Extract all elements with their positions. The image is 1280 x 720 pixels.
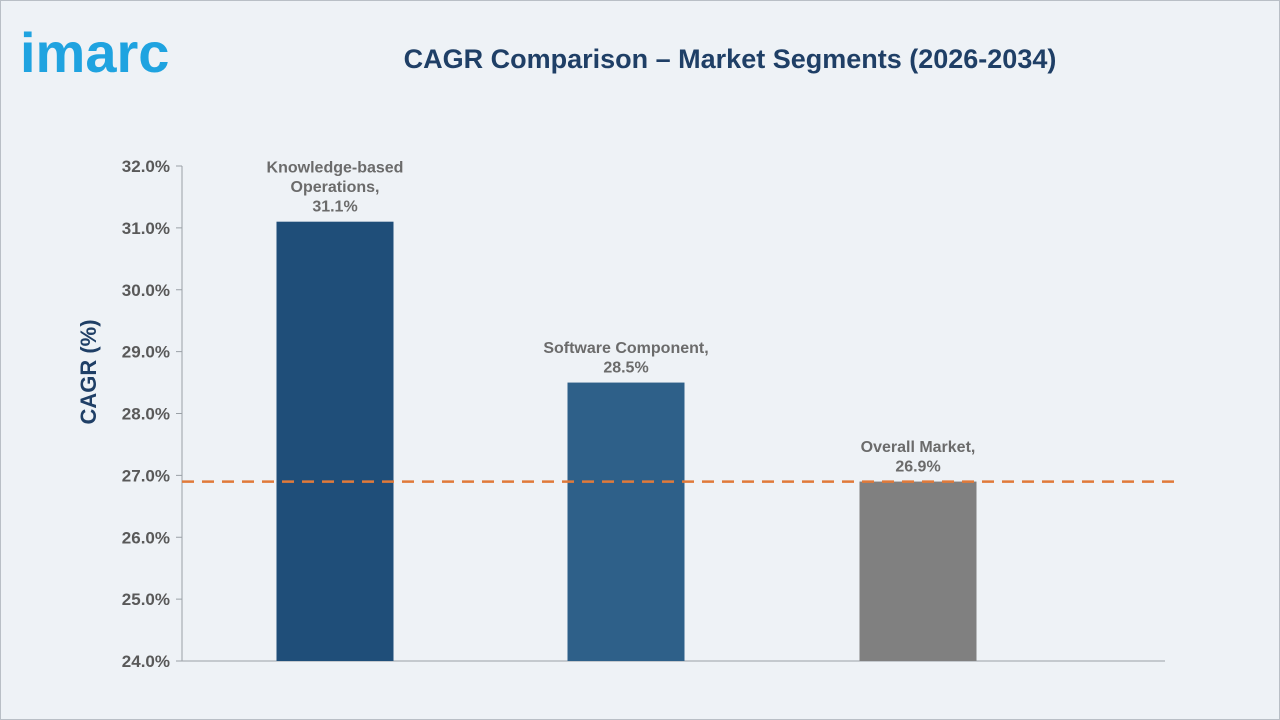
bar: [276, 221, 394, 661]
y-tick-label: 31.0%: [122, 219, 170, 238]
y-tick-label: 29.0%: [122, 343, 170, 362]
bar: [567, 382, 685, 661]
y-tick-label: 26.0%: [122, 528, 170, 547]
data-label-category: Overall Market,: [861, 439, 976, 456]
y-tick-label: 27.0%: [122, 466, 170, 485]
data-label-value: 28.5%: [603, 360, 648, 377]
data-label-category: Knowledge-based: [267, 160, 404, 177]
bar: [859, 481, 977, 661]
y-tick-label: 32.0%: [122, 157, 170, 176]
data-label-category: Software Component,: [543, 340, 708, 357]
imarc-logo: imarc: [20, 21, 169, 80]
y-tick-label: 30.0%: [122, 281, 170, 300]
data-label-value: 31.1%: [312, 199, 357, 216]
chart-title: CAGR Comparison – Market Segments (2026-…: [403, 44, 1057, 74]
y-tick-label: 25.0%: [122, 590, 170, 609]
data-label-value: 26.9%: [895, 459, 940, 476]
svg-text:imarc: imarc: [20, 21, 169, 80]
y-axis-label: CAGR (%): [76, 319, 101, 424]
y-tick-label: 28.0%: [122, 405, 170, 424]
y-tick-label: 24.0%: [122, 652, 170, 671]
data-label-category: Operations,: [291, 179, 380, 196]
